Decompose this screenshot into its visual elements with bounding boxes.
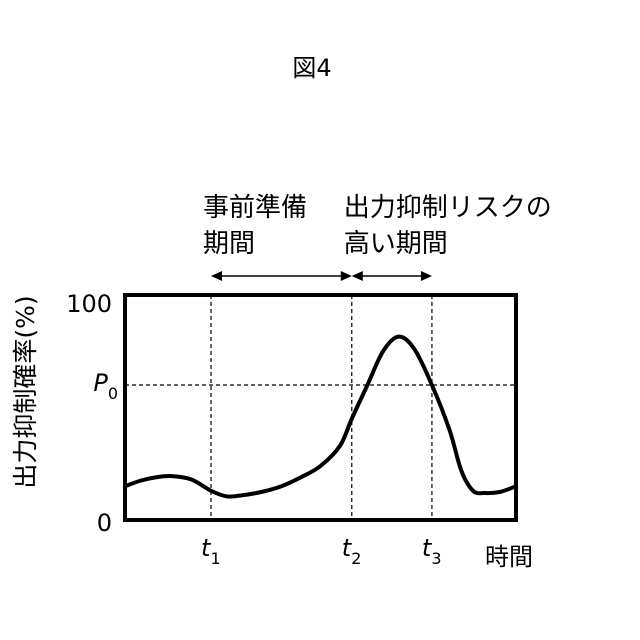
period-arrowhead bbox=[211, 271, 222, 281]
x-axis-label: 時間 bbox=[485, 543, 533, 571]
figure-title: 図4 bbox=[292, 54, 331, 82]
period-label-1-line1: 事前準備 bbox=[203, 193, 307, 223]
y-axis-label: 出力抑制確率(%) bbox=[11, 295, 40, 488]
y-tick-label-min: 0 bbox=[97, 509, 112, 537]
period-label-2-line2: 高い期間 bbox=[344, 229, 448, 259]
period-annotations: 事前準備期間 出力抑制リスクの高い期間 bbox=[203, 193, 552, 281]
time-marker-label-3: t3 bbox=[422, 534, 442, 568]
time-markers: t1 t2 t3 bbox=[201, 295, 442, 568]
time-marker-label-1: t1 bbox=[201, 534, 221, 568]
period-arrowhead bbox=[421, 271, 432, 281]
threshold-label: P0 bbox=[93, 369, 118, 403]
period-label-1-line2: 期間 bbox=[203, 229, 255, 259]
threshold-label-sub: 0 bbox=[108, 384, 118, 403]
y-tick-label-max: 100 bbox=[66, 290, 112, 318]
time-marker-label-2: t2 bbox=[342, 534, 362, 568]
period-arrowhead bbox=[352, 271, 363, 281]
threshold-label-main: P bbox=[93, 369, 108, 397]
plot-frame bbox=[125, 295, 516, 520]
period-label-2-line1: 出力抑制リスクの bbox=[344, 193, 552, 223]
period-arrowhead bbox=[341, 271, 352, 281]
probability-curve bbox=[125, 337, 516, 497]
